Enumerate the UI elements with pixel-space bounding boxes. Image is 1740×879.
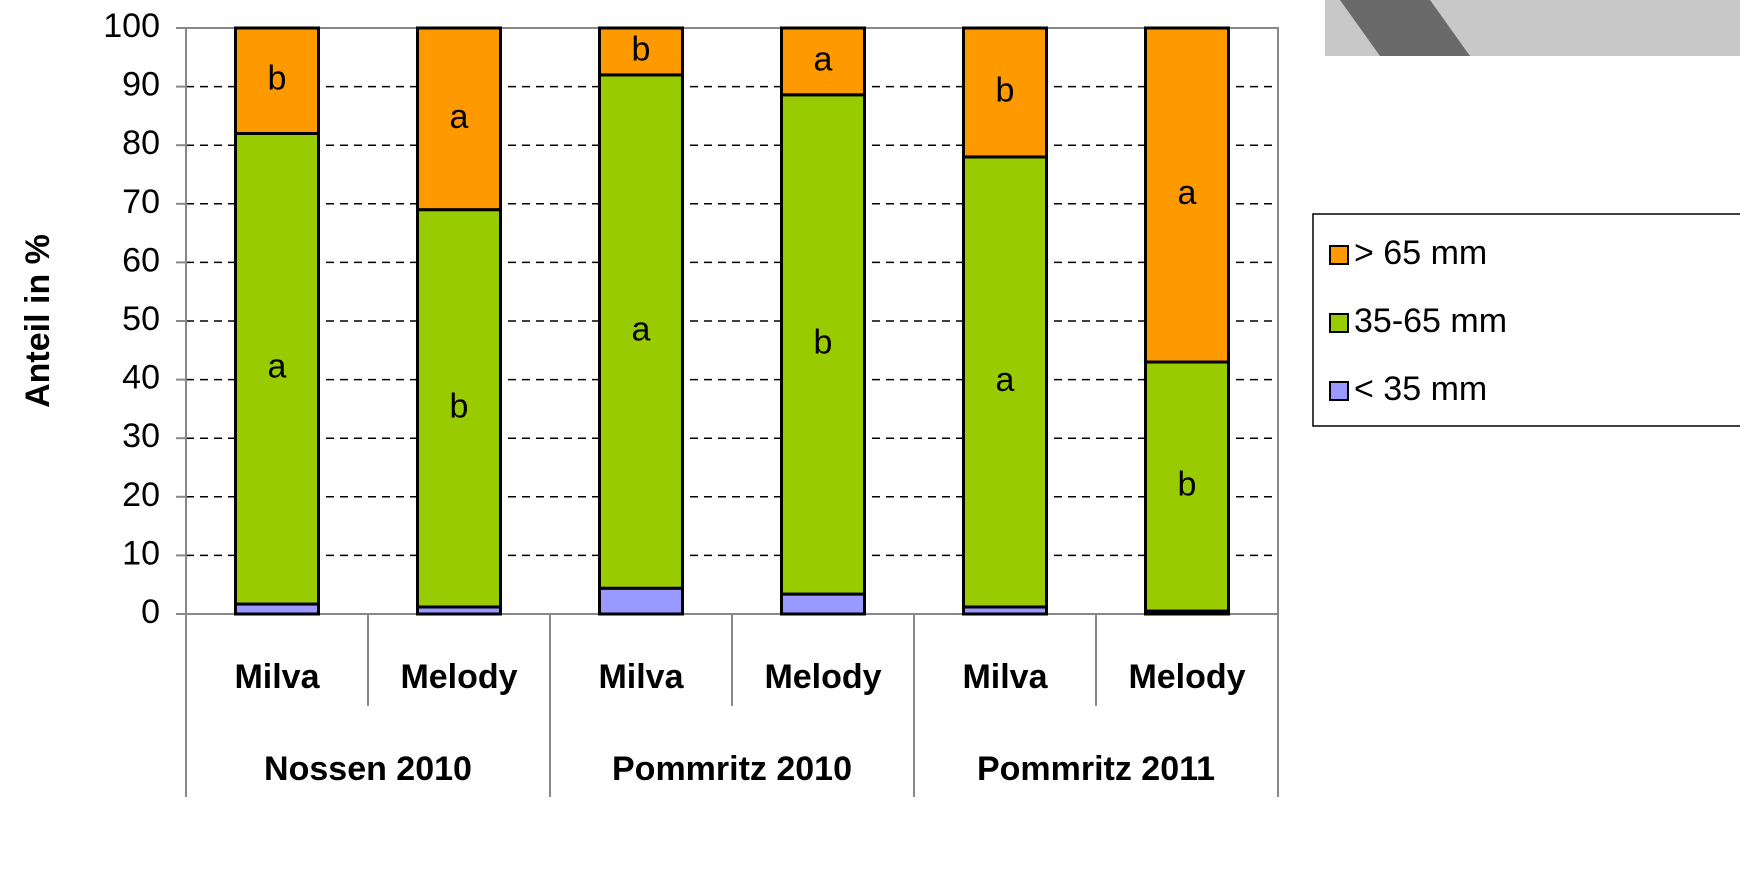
legend-swatch [1330,246,1348,264]
x-tick-label: Milva [962,658,1048,696]
y-tick-label: 60 [122,241,160,279]
segment-label: b [450,387,469,425]
y-tick-label: 0 [141,593,160,631]
segment-label: a [268,348,287,386]
y-tick-label: 20 [122,476,160,514]
segment-label: b [814,323,833,361]
legend-swatch [1330,382,1348,400]
segment-label: b [268,60,287,98]
y-tick-label: 80 [122,124,160,162]
group-label: Pommritz 2011 [977,750,1215,788]
segment-label: b [1178,466,1197,504]
legend-label: 35-65 mm [1354,302,1507,340]
segment-label: a [996,361,1015,399]
segment-label: b [996,71,1015,109]
x-tick-label: Milva [598,658,684,696]
segment-label: a [632,311,651,349]
y-tick-label: 90 [122,66,160,104]
x-tick-label: Melody [1128,658,1245,696]
group-label: Nossen 2010 [264,750,472,788]
y-tick-label: 10 [122,534,160,572]
y-tick-label: 30 [122,417,160,455]
segment-label: a [814,40,833,78]
y-tick-label: 70 [122,183,160,221]
legend-label: > 65 mm [1354,234,1487,272]
group-label: Pommritz 2010 [612,750,852,788]
segment-label: a [1178,174,1197,212]
bar-segment [782,594,865,614]
x-tick-label: Melody [764,658,881,696]
legend-label: < 35 mm [1354,370,1487,408]
y-axis-title: Anteil in % [19,234,57,408]
segment-label: b [632,30,651,68]
x-tick-label: Milva [234,658,320,696]
page: Anteil in % 0 10 20 30 40 50 60 70 80 90 100 a b Milv… [0,0,1740,879]
chart: Anteil in % 0 10 20 30 40 50 60 70 80 90 100 a b Milv… [0,0,1740,879]
y-tick-label: 100 [103,7,160,45]
x-tick-label: Melody [400,658,517,696]
legend-swatch [1330,314,1348,332]
y-tick-label: 40 [122,359,160,397]
y-tick-label: 50 [122,300,160,338]
bar-segment [600,588,683,614]
segment-label: a [450,98,469,136]
